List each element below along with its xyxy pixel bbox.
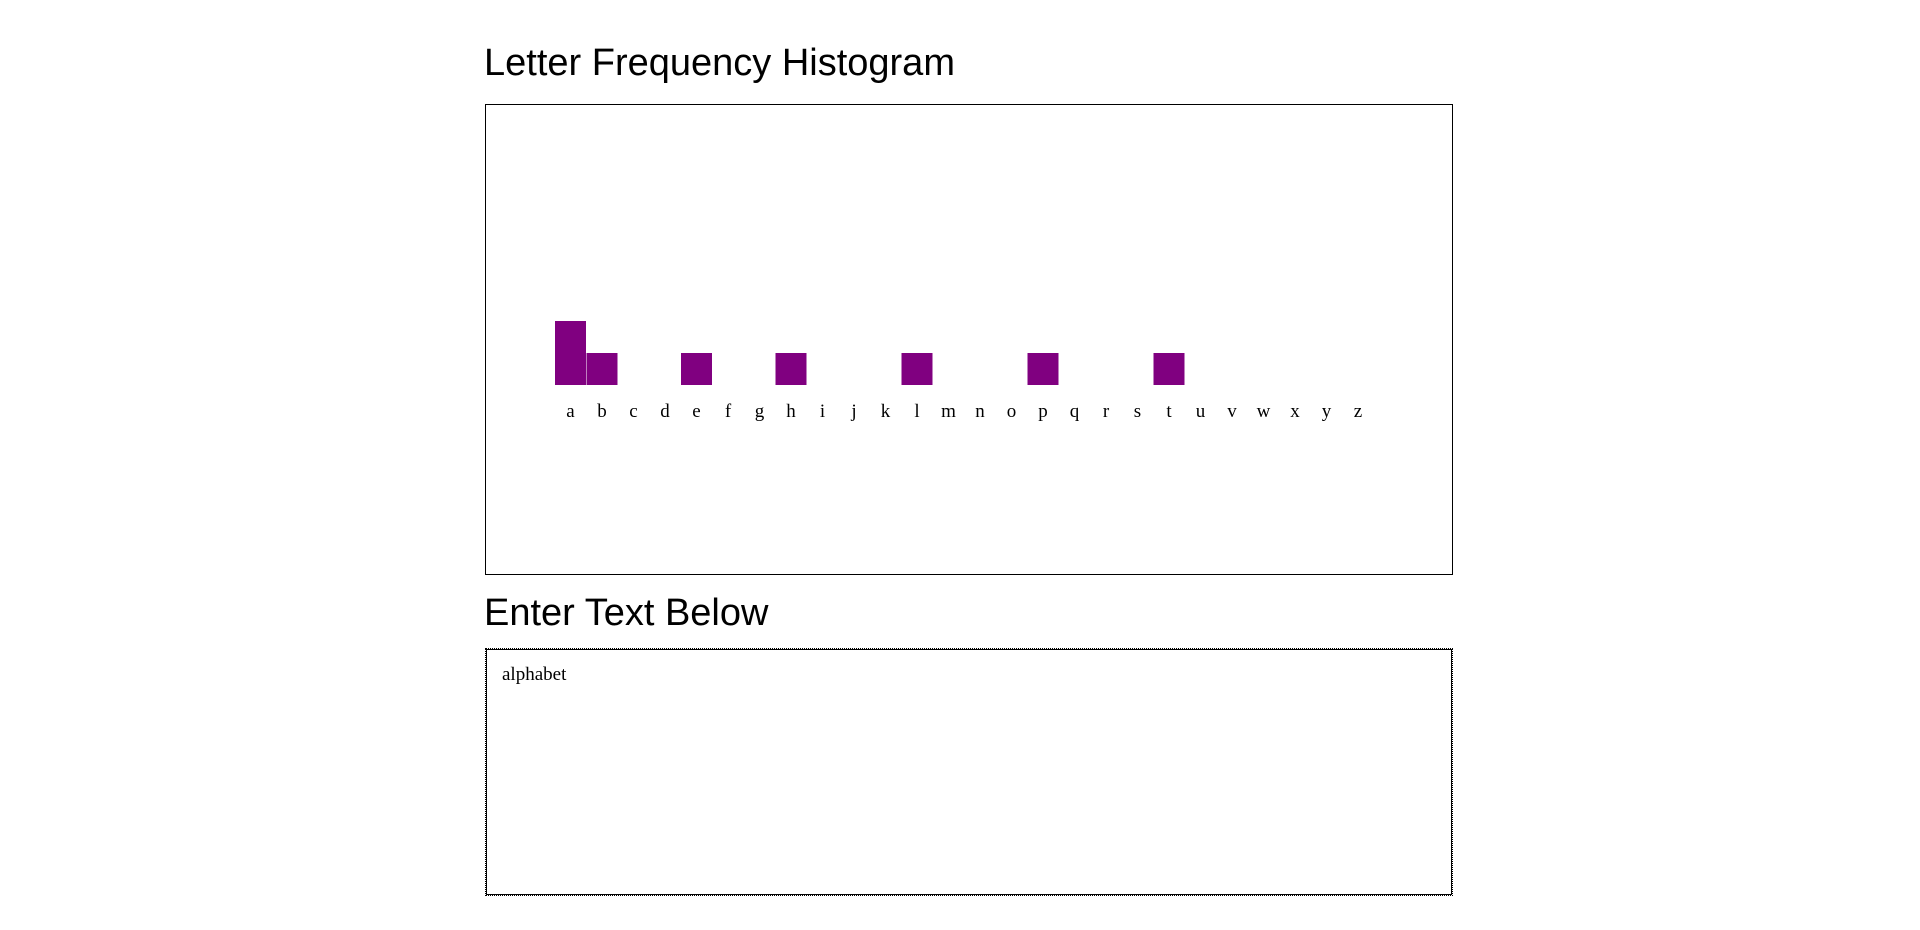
tick-label-j: j bbox=[850, 401, 856, 422]
tick-label-o: o bbox=[1007, 401, 1017, 422]
tick-label-v: v bbox=[1227, 401, 1237, 422]
bar-p bbox=[1027, 353, 1059, 385]
tick-label-b: b bbox=[597, 401, 607, 422]
tick-label-i: i bbox=[820, 401, 825, 422]
tick-label-h: h bbox=[786, 401, 796, 422]
tick-label-r: r bbox=[1103, 401, 1110, 422]
tick-label-y: y bbox=[1322, 401, 1332, 422]
bar-a-1 bbox=[555, 353, 586, 385]
tick-label-n: n bbox=[975, 401, 985, 422]
bar-t bbox=[1153, 353, 1185, 385]
tick-label-u: u bbox=[1196, 401, 1206, 422]
bar-h bbox=[775, 353, 807, 385]
tick-label-k: k bbox=[881, 401, 891, 422]
tick-label-f: f bbox=[725, 401, 732, 422]
page-title: Letter Frequency Histogram bbox=[484, 42, 955, 84]
tick-label-g: g bbox=[755, 401, 765, 422]
bar-e bbox=[681, 353, 712, 385]
tick-label-a: a bbox=[566, 401, 575, 422]
bar-l bbox=[901, 353, 933, 385]
tick-label-e: e bbox=[692, 401, 700, 422]
tick-label-t: t bbox=[1166, 401, 1172, 422]
tick-label-s: s bbox=[1134, 401, 1141, 422]
tick-label-l: l bbox=[914, 401, 919, 422]
tick-label-m: m bbox=[941, 401, 956, 422]
tick-label-q: q bbox=[1070, 401, 1080, 422]
input-heading: Enter Text Below bbox=[484, 592, 769, 634]
tick-label-d: d bbox=[660, 401, 670, 422]
tick-label-p: p bbox=[1038, 401, 1048, 422]
bar-a-2 bbox=[555, 321, 586, 353]
tick-label-x: x bbox=[1290, 401, 1300, 422]
bar-b bbox=[586, 353, 618, 385]
tick-label-w: w bbox=[1257, 401, 1271, 422]
tick-label-z: z bbox=[1354, 401, 1362, 422]
tick-label-c: c bbox=[629, 401, 637, 422]
text-input[interactable] bbox=[485, 648, 1453, 896]
